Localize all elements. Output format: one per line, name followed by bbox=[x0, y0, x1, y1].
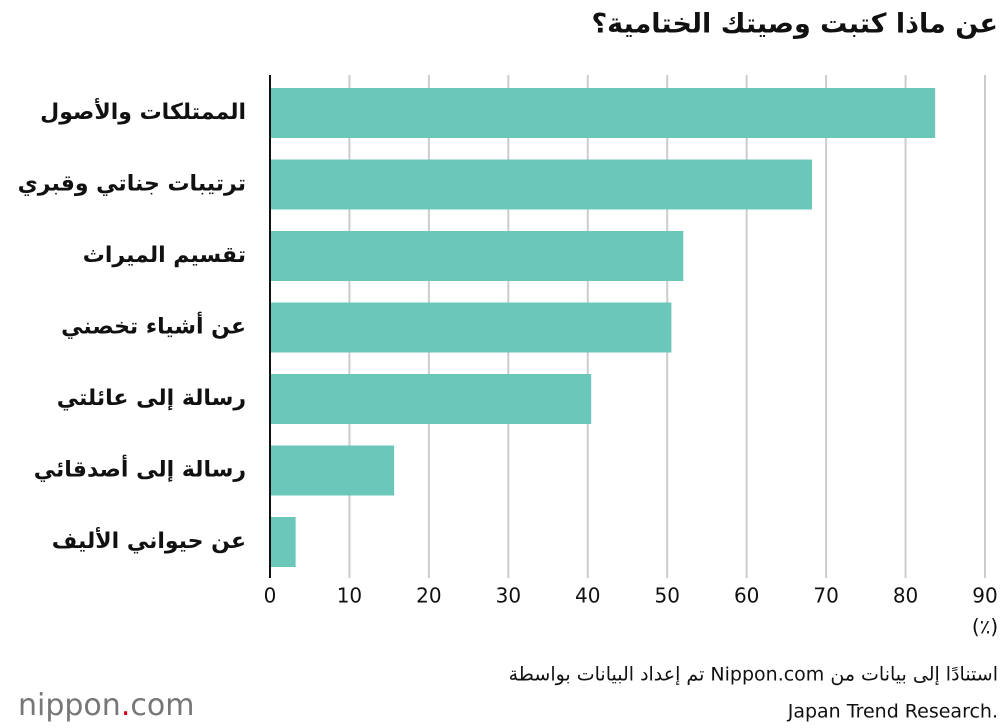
y-tick-label: عن أشياء تخصني bbox=[61, 311, 246, 340]
x-tick-label: 30 bbox=[496, 584, 521, 608]
x-tick-label: 90 bbox=[972, 584, 997, 608]
x-tick-label: 40 bbox=[575, 584, 600, 608]
x-tick-label: 80 bbox=[893, 584, 918, 608]
unit-label: (٪) bbox=[972, 615, 998, 639]
y-tick-label: ترتيبات جناتي وقبري bbox=[18, 172, 246, 197]
bar bbox=[271, 445, 395, 496]
x-tick-label: 50 bbox=[654, 584, 679, 608]
y-tick-label: رسالة إلى أصدقائي bbox=[34, 454, 246, 483]
x-tick-label: 20 bbox=[416, 584, 441, 608]
bar bbox=[271, 159, 813, 210]
x-tick-label: 0 bbox=[264, 584, 277, 608]
bar bbox=[271, 231, 684, 281]
bar bbox=[271, 517, 296, 567]
y-tick-label: عن حيواني الأليف bbox=[52, 526, 246, 554]
chart-title: عن ماذا كتبت وصيتك الختامية؟ bbox=[592, 9, 998, 40]
source: Japan Trend Research. bbox=[787, 701, 998, 723]
logo-dot: . bbox=[121, 688, 131, 723]
x-tick-label: 60 bbox=[734, 584, 759, 608]
logo-part: nippon bbox=[18, 688, 121, 723]
logo: nippon.com bbox=[18, 688, 194, 723]
y-tick-label: تقسيم الميراث bbox=[83, 243, 246, 268]
x-tick-label: 70 bbox=[813, 584, 838, 608]
y-tick-label: الممتلكات والأصول bbox=[40, 97, 246, 125]
source: تم إعداد البيانات بواسطة Nippon.com استن… bbox=[509, 664, 998, 687]
logo-part: com bbox=[130, 688, 194, 723]
bar bbox=[271, 302, 672, 353]
x-tick-label: 10 bbox=[337, 584, 362, 608]
bar bbox=[271, 374, 592, 424]
y-tick-label: رسالة إلى عائلتي bbox=[57, 386, 246, 411]
bar bbox=[271, 88, 936, 138]
